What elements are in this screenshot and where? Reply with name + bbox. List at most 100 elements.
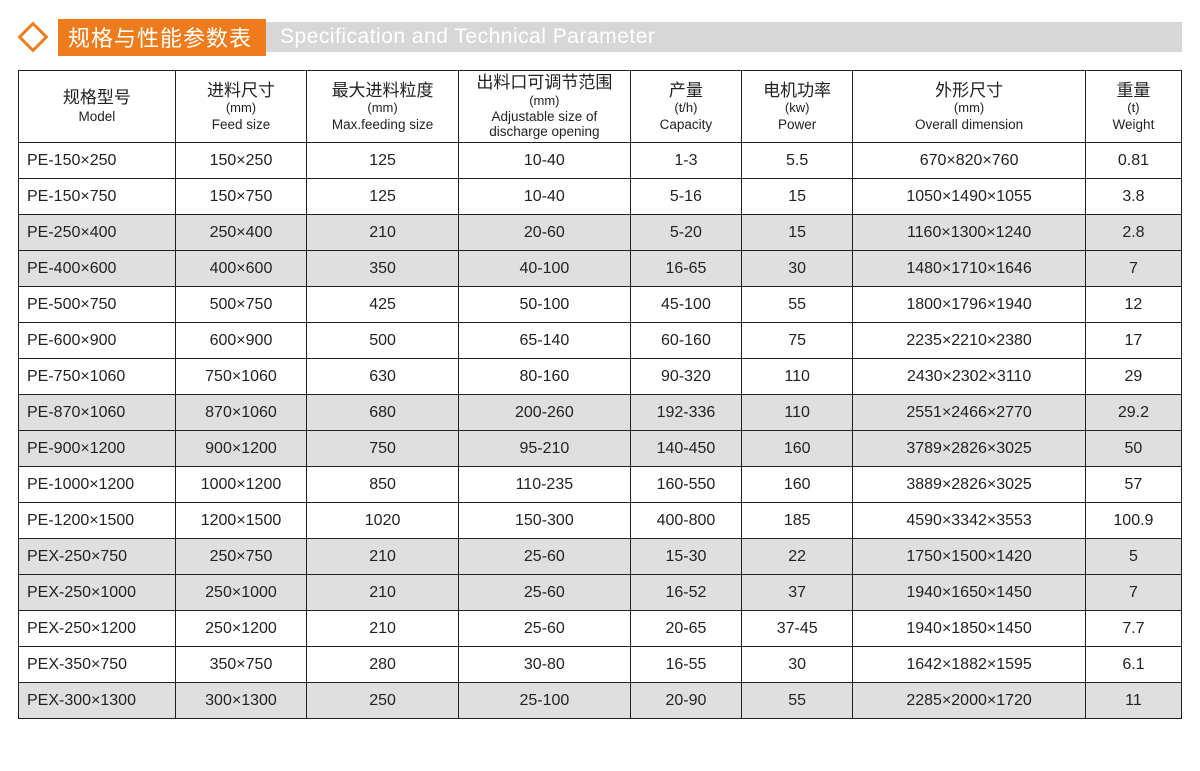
table-cell: 20-60 — [458, 215, 630, 251]
col-header-en: Model — [19, 109, 175, 125]
table-row: PEX-300×1300300×130025025-10020-90552285… — [19, 683, 1182, 719]
table-cell: 15-30 — [630, 539, 741, 575]
table-cell: 250×1000 — [175, 575, 306, 611]
col-header-unit: (kw) — [742, 101, 852, 115]
spec-table: 规格型号Model进料尺寸(mm)Feed size最大进料粒度(mm)Max.… — [18, 70, 1182, 719]
table-cell: 500 — [307, 323, 459, 359]
table-cell: 25-60 — [458, 611, 630, 647]
table-cell: 1160×1300×1240 — [853, 215, 1086, 251]
table-cell: PEX-250×1200 — [19, 611, 176, 647]
col-header-unit: (mm) — [176, 101, 306, 115]
table-cell: 25-60 — [458, 575, 630, 611]
table-cell: 150-300 — [458, 503, 630, 539]
table-row: PE-600×900600×90050065-14060-160752235×2… — [19, 323, 1182, 359]
table-cell: 30 — [742, 647, 853, 683]
table-cell: 850 — [307, 467, 459, 503]
table-cell: 1200×1500 — [175, 503, 306, 539]
table-row: PEX-350×750350×75028030-8016-55301642×18… — [19, 647, 1182, 683]
table-cell: 4590×3342×3553 — [853, 503, 1086, 539]
table-cell: 17 — [1085, 323, 1181, 359]
table-cell: PE-150×250 — [19, 143, 176, 179]
table-cell: 680 — [307, 395, 459, 431]
table-cell: 250 — [307, 683, 459, 719]
table-cell: 110 — [742, 359, 853, 395]
table-cell: 150×750 — [175, 179, 306, 215]
col-header-2: 最大进料粒度(mm)Max.feeding size — [307, 71, 459, 143]
table-cell: PE-250×400 — [19, 215, 176, 251]
table-cell: 37-45 — [742, 611, 853, 647]
col-header-unit: (t) — [1086, 101, 1181, 115]
table-cell: 29.2 — [1085, 395, 1181, 431]
table-cell: 7 — [1085, 575, 1181, 611]
table-row: PE-750×1060750×106063080-16090-320110243… — [19, 359, 1182, 395]
table-cell: 1020 — [307, 503, 459, 539]
table-cell: 60-160 — [630, 323, 741, 359]
table-cell: PE-600×900 — [19, 323, 176, 359]
table-cell: 65-140 — [458, 323, 630, 359]
page-root: 规格与性能参数表 Specification and Technical Par… — [0, 0, 1200, 739]
table-cell: 670×820×760 — [853, 143, 1086, 179]
table-row: PE-1200×15001200×15001020150-300400-8001… — [19, 503, 1182, 539]
table-cell: 40-100 — [458, 251, 630, 287]
table-cell: 29 — [1085, 359, 1181, 395]
table-cell: 12 — [1085, 287, 1181, 323]
col-header-cn: 规格型号 — [19, 88, 175, 108]
table-cell: 1-3 — [630, 143, 741, 179]
table-cell: 150×250 — [175, 143, 306, 179]
col-header-3: 出料口可调节范围(mm)Adjustable size ofdischarge … — [458, 71, 630, 143]
table-cell: 80-160 — [458, 359, 630, 395]
table-cell: 600×900 — [175, 323, 306, 359]
col-header-cn: 出料口可调节范围 — [459, 73, 630, 93]
table-cell: 2235×2210×2380 — [853, 323, 1086, 359]
table-cell: 5.5 — [742, 143, 853, 179]
table-cell: 110-235 — [458, 467, 630, 503]
table-cell: 350 — [307, 251, 459, 287]
table-cell: 6.1 — [1085, 647, 1181, 683]
table-cell: 250×400 — [175, 215, 306, 251]
col-header-6: 外形尺寸(mm)Overall dimension — [853, 71, 1086, 143]
table-cell: 5-16 — [630, 179, 741, 215]
table-row: PE-250×400250×40021020-605-20151160×1300… — [19, 215, 1182, 251]
table-cell: 7.7 — [1085, 611, 1181, 647]
col-header-5: 电机功率(kw)Power — [742, 71, 853, 143]
table-cell: 125 — [307, 179, 459, 215]
table-cell: 750×1060 — [175, 359, 306, 395]
table-cell: 30-80 — [458, 647, 630, 683]
table-cell: 11 — [1085, 683, 1181, 719]
table-cell: 1480×1710×1646 — [853, 251, 1086, 287]
table-cell: 5-20 — [630, 215, 741, 251]
table-cell: PE-750×1060 — [19, 359, 176, 395]
table-cell: 2551×2466×2770 — [853, 395, 1086, 431]
col-header-1: 进料尺寸(mm)Feed size — [175, 71, 306, 143]
table-cell: 2.8 — [1085, 215, 1181, 251]
table-cell: PEX-350×750 — [19, 647, 176, 683]
table-cell: 1800×1796×1940 — [853, 287, 1086, 323]
table-cell: 280 — [307, 647, 459, 683]
col-header-cn: 进料尺寸 — [176, 81, 306, 101]
table-cell: 55 — [742, 683, 853, 719]
col-header-0: 规格型号Model — [19, 71, 176, 143]
col-header-unit: (mm) — [459, 94, 630, 108]
table-cell: 1050×1490×1055 — [853, 179, 1086, 215]
col-header-cn: 重量 — [1086, 81, 1181, 101]
col-header-en: Weight — [1086, 117, 1181, 133]
table-cell: PE-1000×1200 — [19, 467, 176, 503]
table-cell: 3889×2826×3025 — [853, 467, 1086, 503]
table-cell: 75 — [742, 323, 853, 359]
table-cell: 210 — [307, 215, 459, 251]
table-cell: 16-55 — [630, 647, 741, 683]
col-header-en: Max.feeding size — [307, 117, 458, 133]
table-row: PEX-250×1000250×100021025-6016-52371940×… — [19, 575, 1182, 611]
col-header-cn: 最大进料粒度 — [307, 81, 458, 101]
table-cell: 210 — [307, 575, 459, 611]
title-bar: 规格与性能参数表 Specification and Technical Par… — [18, 20, 1182, 54]
table-cell: 16-65 — [630, 251, 741, 287]
table-cell: 90-320 — [630, 359, 741, 395]
table-cell: 10-40 — [458, 143, 630, 179]
table-cell: 3789×2826×3025 — [853, 431, 1086, 467]
table-cell: 1642×1882×1595 — [853, 647, 1086, 683]
col-header-en: Capacity — [631, 117, 741, 133]
table-cell: 1000×1200 — [175, 467, 306, 503]
col-header-en: Overall dimension — [853, 117, 1085, 133]
table-cell: 25-60 — [458, 539, 630, 575]
